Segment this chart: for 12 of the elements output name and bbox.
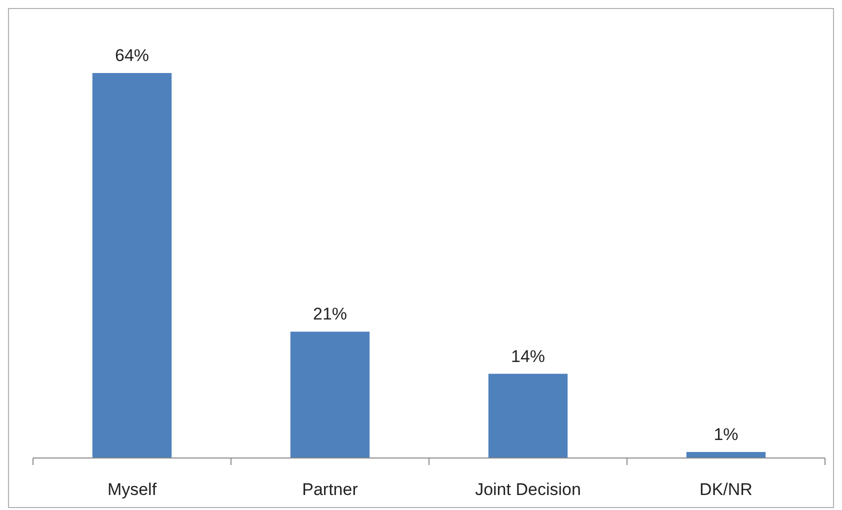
bar	[686, 452, 766, 458]
bar	[92, 73, 172, 458]
x-tick-label: Myself	[107, 480, 157, 499]
bar	[488, 374, 568, 458]
x-tick-label: Joint Decision	[475, 480, 581, 499]
x-tick-label: Partner	[302, 480, 358, 499]
data-label: 14%	[510, 346, 546, 366]
bar	[290, 332, 370, 458]
x-tick-label: DK/NR	[700, 480, 752, 499]
data-label: 64%	[114, 46, 150, 65]
data-label: 1%	[714, 424, 738, 444]
data-label: 21%	[312, 304, 348, 324]
